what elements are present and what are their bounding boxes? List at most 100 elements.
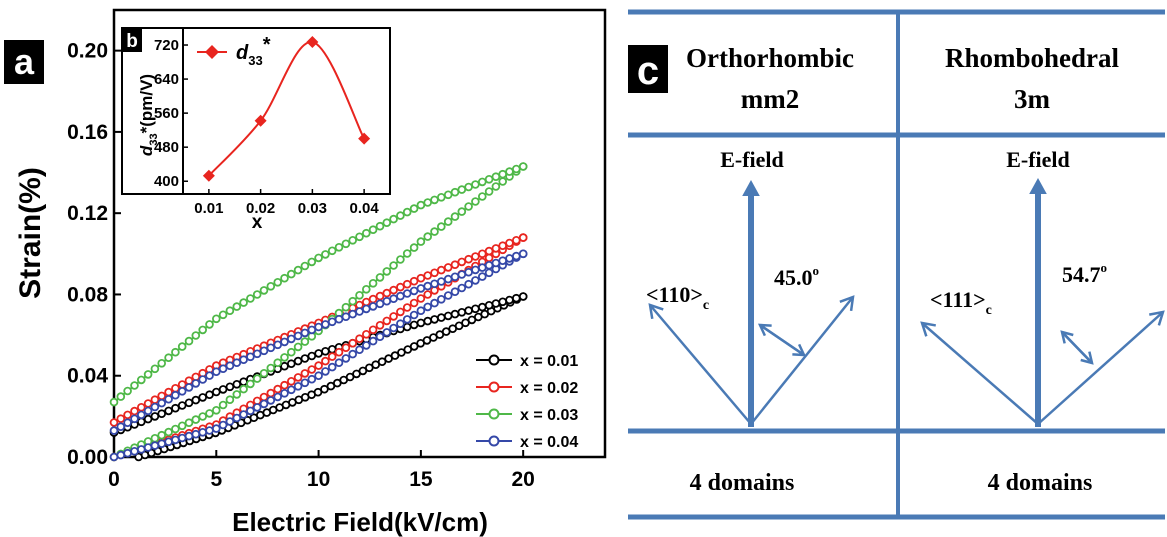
y-tick-label: 0.20 <box>67 40 108 63</box>
data-point <box>382 316 392 326</box>
data-point <box>396 255 405 264</box>
data-point <box>389 285 398 295</box>
data-point <box>450 287 460 297</box>
data-point <box>409 320 419 330</box>
x-tick-label: 20 <box>511 468 534 491</box>
strain-curves <box>109 162 528 462</box>
orthorhombic-angle-label: 45.0o <box>774 263 819 290</box>
inset-data-point <box>306 36 319 49</box>
data-point <box>355 345 364 355</box>
data-point <box>246 294 255 303</box>
data-point <box>293 356 303 366</box>
data-point <box>327 344 337 354</box>
legend-item: x = 0.04 <box>476 434 578 451</box>
data-point <box>232 413 242 423</box>
inset-y-tick-label: 560 <box>154 105 179 122</box>
data-point <box>150 364 160 374</box>
rhombohedral-efield-label: E-field <box>1006 147 1070 172</box>
panel-c-badge <box>628 45 668 93</box>
data-point <box>382 218 392 228</box>
data-point <box>368 325 378 335</box>
data-point <box>345 372 355 382</box>
data-point <box>171 347 180 357</box>
data-point <box>286 376 296 386</box>
data-point <box>402 303 412 312</box>
data-point <box>368 302 378 311</box>
data-point <box>368 225 378 235</box>
data-point <box>266 343 276 353</box>
data-point <box>484 187 494 196</box>
data-point <box>341 302 351 312</box>
data-point <box>321 346 330 356</box>
data-point <box>355 307 364 316</box>
data-point <box>364 363 374 373</box>
data-point <box>212 424 221 433</box>
data-point <box>109 418 119 427</box>
data-point <box>409 342 419 351</box>
data-point <box>327 352 337 361</box>
data-point <box>164 353 173 363</box>
data-point <box>307 351 317 361</box>
data-point <box>375 320 385 330</box>
data-point <box>321 320 330 329</box>
data-point <box>361 297 371 307</box>
data-point <box>259 399 269 409</box>
data-point <box>273 340 283 350</box>
data-point <box>191 395 201 405</box>
panel-a-letter: a <box>14 41 35 82</box>
data-point <box>402 289 412 298</box>
data-point <box>273 358 283 368</box>
data-point <box>389 214 398 224</box>
data-point <box>368 278 378 288</box>
data-point <box>518 249 528 259</box>
data-point <box>505 295 514 305</box>
data-point <box>150 395 160 405</box>
data-point <box>218 385 228 394</box>
legend-item: x = 0.02 <box>476 380 578 397</box>
data-point <box>491 258 501 268</box>
data-point <box>164 406 173 416</box>
data-point <box>409 310 419 320</box>
legend-marker <box>488 381 500 393</box>
data-point <box>361 284 371 294</box>
data-point <box>443 263 453 272</box>
data-point <box>123 418 132 428</box>
data-point <box>150 412 160 421</box>
data-point <box>491 172 501 182</box>
data-point <box>484 300 494 310</box>
inset-legend-label: d33* <box>236 34 271 68</box>
data-point <box>273 392 283 402</box>
plot-a-frame <box>112 8 607 459</box>
data-point <box>177 386 187 396</box>
data-point <box>436 313 446 322</box>
data-point <box>348 349 358 359</box>
data-point <box>171 403 180 413</box>
data-point <box>443 217 453 226</box>
data-point <box>471 197 480 206</box>
data-point <box>327 246 337 256</box>
data-point <box>484 246 494 256</box>
domain-arrows <box>648 178 1165 427</box>
inset-legend-marker <box>205 45 219 59</box>
data-point <box>191 415 201 424</box>
data-point <box>409 298 419 308</box>
data-point <box>266 396 276 405</box>
data-point <box>341 343 351 353</box>
data-point <box>355 290 364 300</box>
data-point <box>368 294 378 304</box>
data-point <box>143 443 153 452</box>
data-point <box>171 424 180 434</box>
rhombohedral-left-domain-arrow <box>920 321 1039 425</box>
data-point <box>511 251 521 261</box>
data-point <box>307 257 317 267</box>
data-point <box>436 193 446 202</box>
data-point <box>389 323 398 333</box>
data-point <box>109 397 119 407</box>
data-point <box>402 315 412 324</box>
data-point <box>198 427 208 437</box>
rhombohedral-direction-label: <111>c <box>930 287 992 318</box>
data-point <box>252 349 262 359</box>
data-point <box>416 273 426 283</box>
data-point <box>498 177 508 186</box>
data-point <box>225 306 235 316</box>
